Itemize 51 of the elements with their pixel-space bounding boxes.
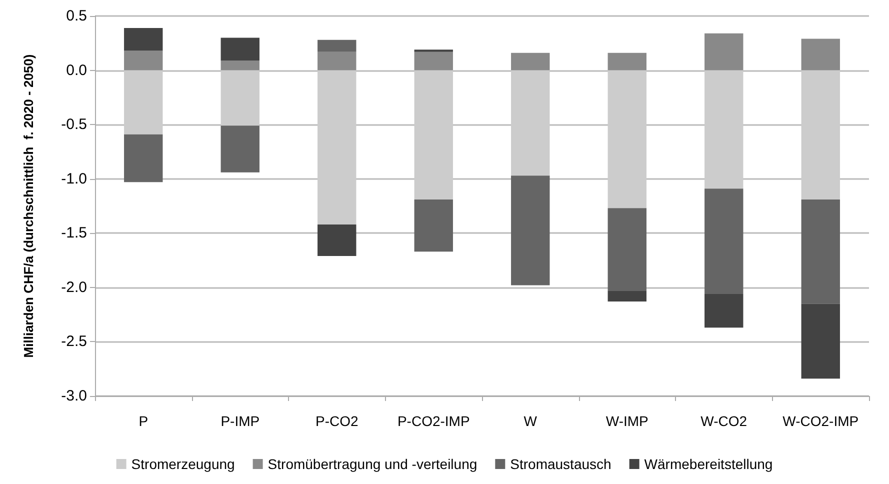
bar xyxy=(220,126,260,172)
bar xyxy=(318,52,356,70)
x-tick-label: P-CO2 xyxy=(315,413,358,429)
x-tick-label: P-CO2-IMP xyxy=(397,413,470,429)
bar xyxy=(414,70,453,200)
bar xyxy=(414,199,453,252)
y-axis-title: Milliarden CHF/a (durchschnittlich f. 2020 - 2050) xyxy=(21,54,36,358)
bar xyxy=(704,70,744,189)
bar xyxy=(124,70,163,134)
bar xyxy=(801,38,840,70)
legend-label: Stromerzeugung xyxy=(131,456,235,472)
y-tick-label: 0.5 xyxy=(66,8,87,24)
y-tick-label: -2.5 xyxy=(61,333,87,350)
bar xyxy=(414,52,453,70)
bar xyxy=(318,224,356,256)
bar xyxy=(220,38,260,61)
y-tick-label: -1.0 xyxy=(61,170,87,188)
bar xyxy=(318,70,356,224)
legend-label: Stromübertragung und -verteilung xyxy=(268,456,478,472)
bar xyxy=(608,52,646,70)
x-tick-label: W-IMP xyxy=(606,413,648,429)
x-tick-label: W xyxy=(524,413,538,429)
legend-label: Wärmebereitstellung xyxy=(644,456,773,472)
bar xyxy=(801,304,840,379)
bar xyxy=(704,188,744,294)
y-tick-label: 0.0 xyxy=(66,62,87,79)
legend-label: Stromaustausch xyxy=(510,456,612,472)
bar xyxy=(608,290,646,302)
y-tick-label: -3.0 xyxy=(61,388,87,404)
bar xyxy=(318,40,356,52)
x-tick-label: P-IMP xyxy=(220,413,260,429)
bar xyxy=(704,33,744,70)
bar xyxy=(124,50,163,70)
bar xyxy=(704,294,744,328)
bar xyxy=(608,208,646,291)
y-tick-label: -1.5 xyxy=(61,224,87,242)
bar xyxy=(220,60,260,70)
y-tick-label: -0.5 xyxy=(61,116,87,134)
y-tick-label: -2.0 xyxy=(61,278,87,296)
bar xyxy=(511,176,550,286)
bar xyxy=(511,70,550,176)
bar xyxy=(220,70,260,126)
bar xyxy=(608,70,646,208)
bar xyxy=(124,28,163,51)
bar xyxy=(801,70,840,200)
bar xyxy=(124,134,163,182)
x-tick-label: W-CO2 xyxy=(700,413,748,429)
x-tick-label: W-CO2-IMP xyxy=(782,413,859,429)
bar xyxy=(801,199,840,304)
bar xyxy=(511,52,550,70)
x-tick-label: P xyxy=(138,413,148,429)
